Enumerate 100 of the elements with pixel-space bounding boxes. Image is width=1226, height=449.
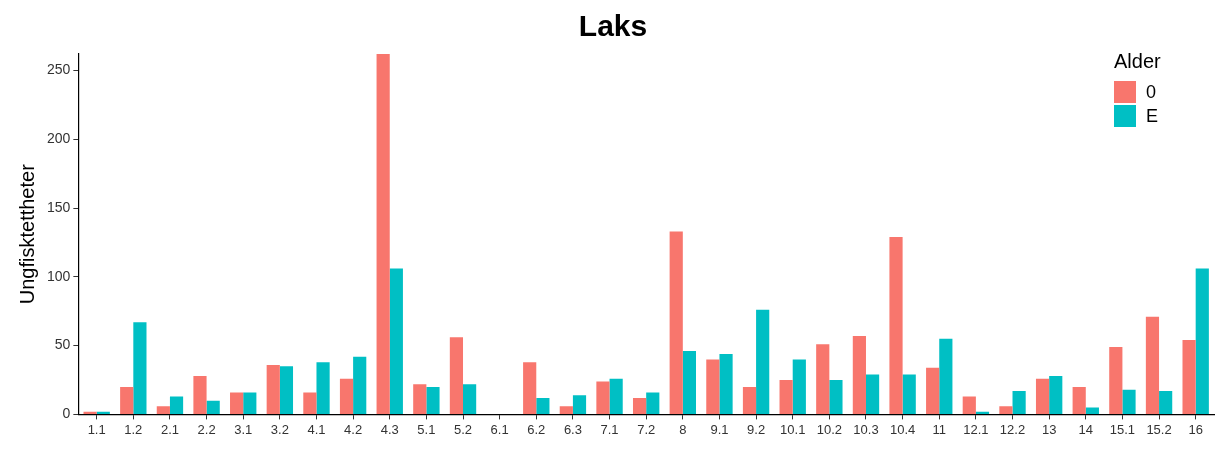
bar <box>523 362 537 414</box>
x-tick-label: 12.2 <box>999 421 1026 437</box>
x-tick-label: 2.2 <box>197 421 216 437</box>
x-tick-label: 2.1 <box>160 421 179 437</box>
bar <box>1182 340 1196 414</box>
bar <box>83 411 97 414</box>
y-tick-label: 50 <box>54 336 71 353</box>
x-tick-label: 15.1 <box>1109 421 1136 437</box>
bar <box>156 406 170 414</box>
legend-label: E <box>1146 105 1159 126</box>
y-axis-title: Ungfisktettheter <box>15 163 38 305</box>
y-tick-label: 150 <box>47 198 71 215</box>
bar <box>999 406 1013 414</box>
x-tick-label: 4.1 <box>307 421 326 437</box>
bar <box>133 322 147 414</box>
x-tick-label: 1.1 <box>87 421 106 437</box>
x-tick-label: 16 <box>1188 421 1203 437</box>
bar <box>902 374 916 414</box>
x-tick-label: 10.3 <box>853 421 879 437</box>
bar <box>596 381 610 414</box>
bar <box>316 362 330 414</box>
bar <box>389 268 403 414</box>
y-tick-label: 250 <box>47 61 71 78</box>
y-tick-label: 200 <box>47 130 71 147</box>
bar <box>719 353 733 414</box>
bar <box>682 351 696 414</box>
chart-title: Laks <box>578 9 648 43</box>
bar <box>939 338 953 414</box>
bar <box>756 309 770 414</box>
x-tick-label: 12.1 <box>963 421 989 437</box>
bar <box>889 236 903 414</box>
bar <box>230 392 244 414</box>
legend-label: 0 <box>1146 81 1157 102</box>
bar <box>1049 375 1063 414</box>
bar <box>279 366 294 414</box>
x-tick-label: 4.3 <box>380 421 399 437</box>
bar <box>120 386 134 414</box>
bar <box>266 364 280 414</box>
x-tick-label: 6.3 <box>563 421 582 437</box>
x-tick-label: 7.1 <box>600 421 619 437</box>
x-tick-label: 9.2 <box>747 421 766 437</box>
y-tick-label: 0 <box>62 405 71 422</box>
x-tick-label: 6.2 <box>527 421 546 437</box>
x-tick-label: 5.1 <box>417 421 436 437</box>
bar <box>779 380 793 414</box>
x-tick-label: 6.1 <box>490 421 509 437</box>
x-tick-label: 10.2 <box>816 421 842 437</box>
bar <box>609 378 623 414</box>
bar <box>376 54 390 414</box>
bar <box>1122 389 1136 414</box>
x-tick-label: 10.1 <box>780 421 806 437</box>
x-tick-label: 8 <box>679 421 687 437</box>
bar <box>206 400 220 414</box>
bar <box>926 367 940 414</box>
bar <box>865 374 880 414</box>
x-tick-label: 5.2 <box>453 421 473 437</box>
x-tick-label: 13 <box>1041 421 1057 437</box>
x-tick-label: 4.2 <box>344 421 363 437</box>
bar <box>449 337 464 414</box>
bar <box>339 378 354 414</box>
bar <box>962 396 976 414</box>
bar <box>646 392 660 414</box>
bar <box>559 406 573 414</box>
bar <box>829 380 843 414</box>
legend-title: Alder <box>1114 49 1162 72</box>
bar <box>463 384 477 414</box>
bar <box>1109 347 1123 414</box>
bar <box>193 375 207 414</box>
bar <box>536 397 550 414</box>
bar <box>632 397 647 414</box>
bar <box>353 356 367 414</box>
x-tick-label: 3.1 <box>234 421 253 437</box>
x-tick-label: 9.1 <box>710 421 729 437</box>
bar <box>792 359 806 414</box>
bar <box>816 344 830 414</box>
bar <box>1145 316 1160 414</box>
bar <box>169 396 184 414</box>
bar <box>1085 407 1099 414</box>
bar <box>413 384 427 414</box>
x-tick-label: 3.2 <box>270 421 289 437</box>
bar <box>1012 391 1026 414</box>
bar <box>1159 391 1173 414</box>
bar <box>669 231 683 414</box>
x-tick-label: 7.2 <box>637 421 656 437</box>
x-tick-label: 10.4 <box>889 421 916 437</box>
bar <box>1072 386 1086 414</box>
x-tick-label: 15.2 <box>1146 421 1172 437</box>
bar <box>303 392 317 414</box>
y-tick-label: 100 <box>47 267 71 284</box>
bar <box>243 392 257 414</box>
bar <box>1195 268 1209 414</box>
bar <box>572 395 587 414</box>
x-tick-label: 11 <box>932 421 946 437</box>
bar <box>742 386 757 414</box>
x-tick-label: 1.2 <box>124 421 143 437</box>
bar <box>706 359 720 414</box>
bar <box>852 335 866 414</box>
bar <box>426 386 440 414</box>
x-tick-label: 14 <box>1078 421 1094 437</box>
bar <box>1035 378 1050 414</box>
